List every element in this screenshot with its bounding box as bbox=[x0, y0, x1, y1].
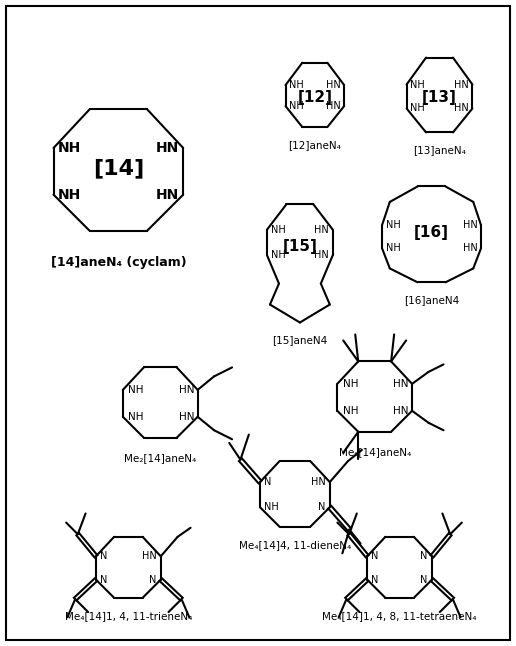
Text: Me₆[14]aneN₄: Me₆[14]aneN₄ bbox=[338, 447, 411, 457]
Text: HN: HN bbox=[314, 225, 329, 234]
Text: NH: NH bbox=[343, 379, 358, 389]
Text: N: N bbox=[100, 551, 108, 561]
Text: N: N bbox=[264, 477, 271, 487]
Text: [14]: [14] bbox=[93, 158, 144, 178]
Text: HN: HN bbox=[326, 101, 341, 111]
Text: NH: NH bbox=[270, 225, 285, 234]
Text: HN: HN bbox=[393, 379, 409, 389]
Text: HN: HN bbox=[156, 141, 179, 155]
Text: NH: NH bbox=[385, 220, 400, 230]
Text: HN: HN bbox=[179, 412, 195, 422]
Text: Me₄[14]1, 4, 8, 11-tetraeneN₄: Me₄[14]1, 4, 8, 11-tetraeneN₄ bbox=[322, 610, 477, 621]
Text: HN: HN bbox=[454, 79, 469, 90]
Text: [13]: [13] bbox=[422, 90, 457, 105]
Text: NH: NH bbox=[343, 406, 358, 416]
Text: N: N bbox=[372, 575, 379, 585]
Text: [13]aneN₄: [13]aneN₄ bbox=[413, 145, 466, 156]
Text: NH: NH bbox=[289, 101, 304, 111]
Text: HN: HN bbox=[393, 406, 409, 416]
Text: HN: HN bbox=[463, 220, 477, 230]
Text: NH: NH bbox=[58, 188, 81, 202]
Text: [15]aneN4: [15]aneN4 bbox=[272, 335, 328, 346]
Text: HN: HN bbox=[179, 385, 195, 395]
Text: N: N bbox=[421, 575, 428, 585]
Text: NH: NH bbox=[128, 385, 143, 395]
Text: [14]aneN₄ (cyclam): [14]aneN₄ (cyclam) bbox=[51, 256, 186, 269]
Text: N: N bbox=[372, 551, 379, 561]
Text: NH: NH bbox=[289, 80, 304, 90]
Text: N: N bbox=[149, 575, 156, 585]
Text: [12]: [12] bbox=[297, 90, 332, 105]
Text: [12]aneN₄: [12]aneN₄ bbox=[288, 140, 341, 150]
Text: NH: NH bbox=[385, 244, 400, 253]
Text: [15]: [15] bbox=[282, 238, 317, 254]
Text: NH: NH bbox=[410, 103, 425, 114]
Text: HN: HN bbox=[142, 551, 157, 561]
Text: NH: NH bbox=[410, 79, 425, 90]
Text: [16]aneN4: [16]aneN4 bbox=[404, 295, 459, 306]
Text: Me₄[14]4, 11-dieneN₄: Me₄[14]4, 11-dieneN₄ bbox=[239, 539, 351, 550]
Text: [16]: [16] bbox=[414, 225, 449, 240]
Text: HN: HN bbox=[156, 188, 179, 202]
Text: N: N bbox=[100, 575, 108, 585]
Text: HN: HN bbox=[326, 80, 341, 90]
Text: HN: HN bbox=[312, 477, 326, 487]
Text: HN: HN bbox=[454, 103, 469, 114]
Text: HN: HN bbox=[463, 244, 477, 253]
Text: NH: NH bbox=[128, 412, 143, 422]
Text: N: N bbox=[421, 551, 428, 561]
Text: N: N bbox=[318, 502, 326, 512]
Text: NH: NH bbox=[58, 141, 81, 155]
Text: HN: HN bbox=[314, 250, 329, 260]
Text: Me₂[14]aneN₄: Me₂[14]aneN₄ bbox=[124, 453, 197, 463]
Text: NH: NH bbox=[270, 250, 285, 260]
Text: NH: NH bbox=[264, 502, 278, 512]
Text: Me₄[14]1, 4, 11-trieneN₄: Me₄[14]1, 4, 11-trieneN₄ bbox=[64, 610, 192, 621]
